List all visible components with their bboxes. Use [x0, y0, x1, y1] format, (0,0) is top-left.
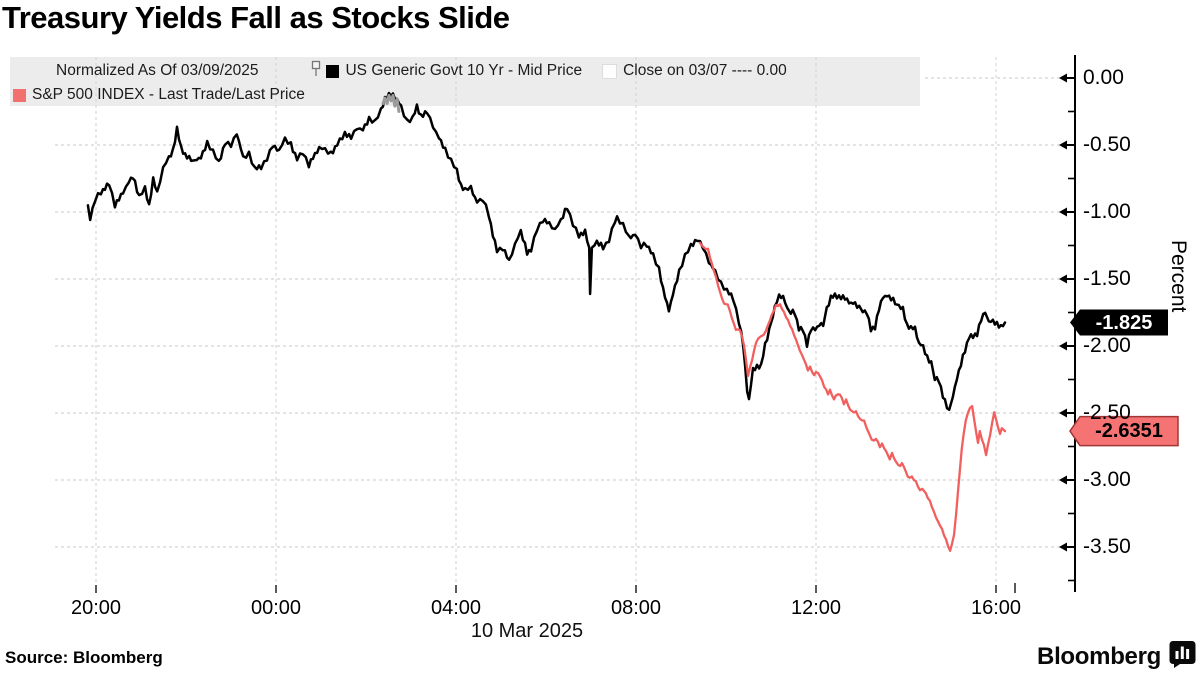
price-badge-spx [1069, 415, 1179, 447]
legend: Normalized As Of 03/09/2025 US Generic G… [10, 57, 950, 107]
bloomberg-logo-text: Bloomberg [1037, 642, 1161, 670]
y-tick-arrow [1059, 341, 1067, 351]
y-axis-tick-label: -3.00 [1083, 468, 1131, 491]
x-axis-tick-label: 12:00 [790, 597, 842, 619]
y-tick-arrow [1059, 475, 1067, 485]
bloomberg-logo-icon [1169, 640, 1196, 673]
spx-legend-swatch [13, 88, 26, 102]
price-badge-label-spx: -2.6351 [1095, 420, 1163, 442]
y-tick-arrow [1059, 207, 1067, 217]
price-badge-label-us10y: -1.825 [1095, 312, 1153, 334]
x-axis-tick-label: 04:00 [430, 597, 482, 619]
x-axis-tick-label: 20:00 [70, 597, 122, 619]
y-axis-tick-label: -2.00 [1083, 334, 1131, 357]
legend-row-2: S&P 500 INDEX - Last Trade/Last Price [10, 83, 950, 107]
x-axis-tick-label: 16:00 [970, 597, 1022, 619]
date-label: 10 Mar 2025 [470, 620, 584, 642]
y-tick-arrow [1059, 274, 1067, 284]
price-badge-us10y [1070, 309, 1168, 336]
bloomberg-logo: Bloomberg [1020, 640, 1196, 673]
y-axis-tick-label: -1.50 [1083, 267, 1131, 290]
y-axis-title: Percent [1167, 240, 1190, 313]
x-axis-tick-label: 00:00 [250, 597, 302, 619]
x-axis-tick-label: 08:00 [610, 597, 662, 619]
spx-legend-label: S&P 500 INDEX - Last Trade/Last Price [32, 86, 305, 103]
y-axis-tick-label: -2.50 [1083, 401, 1131, 424]
legend-normalized-label: Normalized As Of 03/09/2025 [56, 62, 259, 79]
pin-icon [310, 60, 322, 83]
y-tick-arrow [1059, 140, 1067, 150]
us10y-legend-swatch [326, 64, 340, 78]
us10y-legend-label: US Generic Govt 10 Yr - Mid Price [345, 62, 583, 79]
close-legend-swatch [602, 63, 618, 79]
y-tick-arrow [1059, 73, 1067, 83]
y-axis-tick-label: -0.50 [1083, 133, 1131, 156]
y-tick-arrow [1059, 408, 1067, 418]
us10y-line [86, 91, 1007, 412]
y-tick-arrow [1059, 542, 1067, 552]
y-axis-tick-label: -3.50 [1083, 535, 1131, 558]
y-axis-tick-label: 0.00 [1083, 66, 1124, 89]
close-legend-label: Close on 03/07 ---- 0.00 [623, 62, 787, 79]
spx-line [698, 241, 1007, 552]
y-axis-tick-label: -1.00 [1083, 200, 1131, 223]
legend-row-1: Normalized As Of 03/09/2025 US Generic G… [10, 57, 950, 83]
page-title: Treasury Yields Fall as Stocks Slide [2, 0, 510, 35]
source-label: Source: Bloomberg [5, 648, 163, 667]
